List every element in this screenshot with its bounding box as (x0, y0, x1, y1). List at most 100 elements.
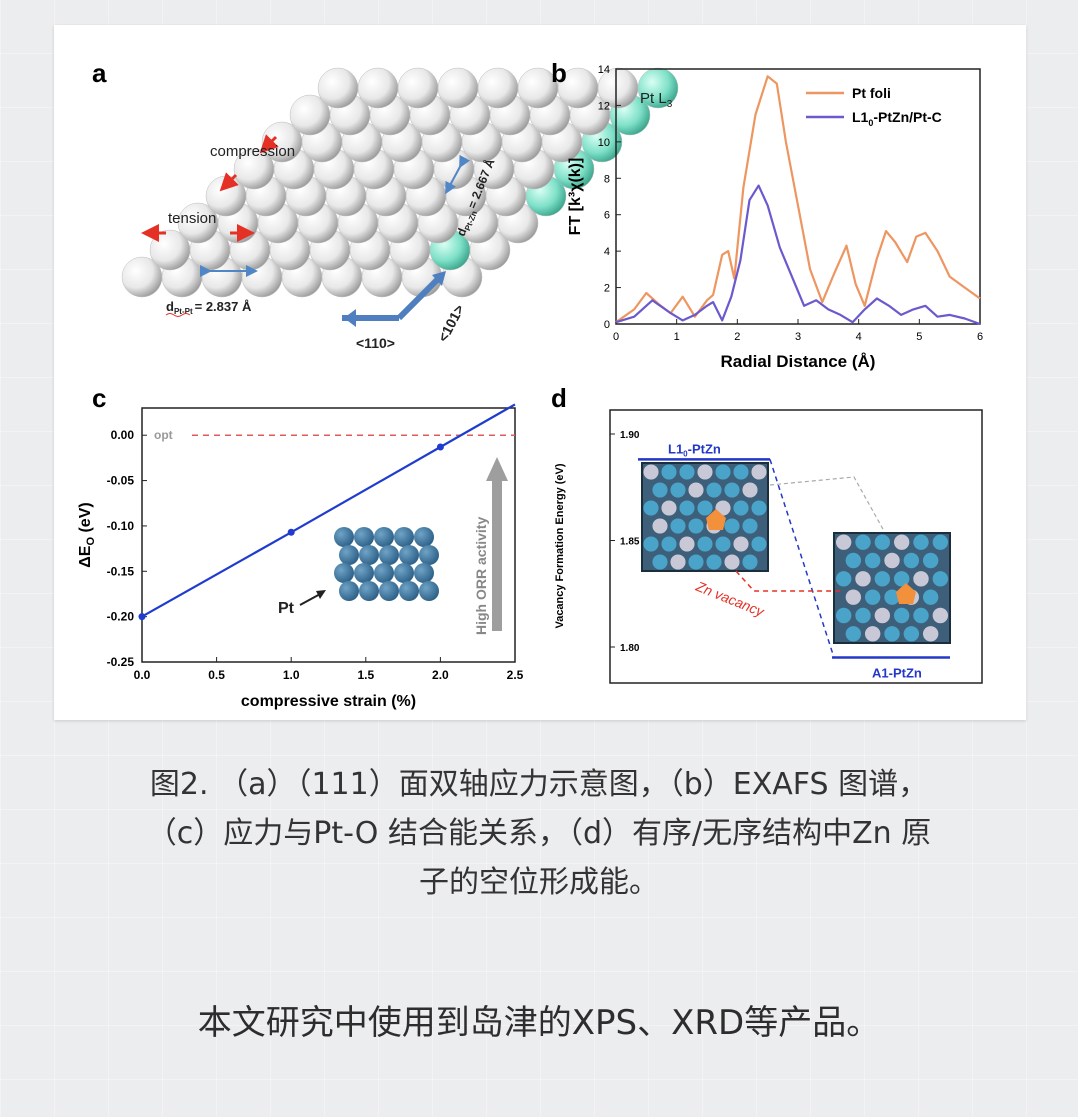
tension-label: tension (168, 210, 216, 227)
lattice-atom (688, 518, 704, 534)
lattice-atom (643, 464, 659, 480)
vacancy-marker (706, 509, 726, 530)
lattice-atom (715, 500, 731, 516)
lattice-atom (652, 518, 668, 534)
lattice-atom (715, 536, 731, 552)
orr-activity-arrowhead (486, 457, 508, 481)
pt-atom (394, 527, 414, 547)
x-axis-label: compressive strain (%) (241, 693, 416, 710)
lattice-atom (864, 552, 881, 569)
lattice-atom (697, 500, 713, 516)
footer-note: 本文研究中使用到岛津的XPS、XRD等产品。 (197, 1003, 881, 1043)
atom (437, 67, 479, 109)
direction-110-label: <110> (356, 335, 395, 351)
data-point (138, 613, 146, 621)
x-tick-label: 2 (734, 331, 740, 343)
pt-inset-label: Pt (278, 600, 295, 617)
pt-atom (359, 545, 379, 565)
pt-atom (414, 527, 434, 547)
series-line (615, 184, 981, 326)
panel-a-label: a (92, 58, 107, 88)
compression-label: compression (210, 143, 295, 160)
y-axis-label: Vacancy Formation Energy (eV) (554, 463, 566, 628)
y-tick-label: -0.20 (107, 610, 135, 624)
pt-atom (419, 545, 439, 565)
lattice-atom (884, 552, 900, 569)
lattice-atom (643, 536, 659, 552)
d-ptpt-label: dPt-Pt = 2.837 Å (166, 299, 252, 316)
caption-line-2: （c）应力与Pt-O 结合能关系，（d）有序/无序结构中Zn 原 (146, 816, 932, 851)
direction-101-arrow (396, 272, 445, 321)
lattice-atom (724, 482, 740, 498)
lattice-atom (724, 518, 740, 534)
lattice-atom (679, 464, 695, 480)
lattice-atom (932, 571, 949, 587)
lattice-atom (922, 626, 939, 642)
lattice-atom (661, 500, 677, 516)
lattice-atom (661, 536, 677, 552)
lattice-atom (742, 554, 758, 570)
lattice-atom (724, 554, 740, 570)
y-tick-label: 1.85 (620, 537, 640, 548)
orr-activity-label: High ORR activity (473, 517, 489, 635)
pt-atom (379, 581, 399, 601)
lattice-atom (864, 626, 881, 642)
atom (357, 67, 399, 109)
lattice-atom (679, 500, 695, 516)
y-tick-label: -0.05 (107, 474, 135, 488)
pt-atom (399, 545, 419, 565)
lattice-atom (733, 500, 749, 516)
pt-atom (339, 581, 359, 601)
lattice-atom (652, 482, 668, 498)
pt-atom (354, 563, 374, 583)
y-tick-label: -0.15 (107, 564, 135, 578)
x-tick-label: 0 (613, 331, 619, 343)
lattice-atom (715, 464, 731, 480)
lattice-atom (670, 554, 686, 570)
opt-label: opt (154, 428, 173, 442)
pt-atom (399, 581, 419, 601)
pt-atom (339, 545, 359, 565)
pt-atom (374, 563, 394, 583)
strain-plot-frame (141, 407, 516, 663)
lattice-atom (855, 607, 871, 624)
y-tick-label: 1.80 (620, 643, 640, 654)
y-tick-label: 2 (604, 283, 610, 295)
x-axis-label: Radial Distance (Å) (721, 352, 876, 371)
lattice-atom (884, 626, 900, 642)
lattice-atom (922, 552, 939, 569)
l10-lattice-image (641, 462, 769, 572)
series-line (615, 75, 981, 324)
zn-vacancy-label: Zn vacancy (693, 578, 767, 620)
lattice-atom (932, 534, 949, 550)
level-connector (769, 476, 885, 532)
pt-atom (419, 581, 439, 601)
atom-lattice (121, 67, 679, 298)
lattice-atom (874, 607, 891, 624)
lattice-atom (661, 464, 677, 480)
lattice-atom (835, 571, 852, 587)
figure-svg: a compression tension dPt-Pt = 2.837 Å dP… (77, 58, 983, 710)
pt-atom (359, 581, 379, 601)
x-tick-label: 1 (674, 331, 680, 343)
lattice-atom (742, 482, 758, 498)
underline-squiggle (165, 313, 191, 317)
y-tick-label: 6 (604, 210, 610, 222)
lattice-atom (697, 464, 713, 480)
legend-label: Pt foli (852, 85, 891, 101)
lattice-atom (670, 482, 686, 498)
y-tick-label: -0.10 (107, 519, 135, 533)
atom (397, 67, 439, 109)
strain-chart: Pt High ORR activity 0.0 0.5 1.0 1.5 2.0 2.5 0… (77, 403, 524, 710)
lattice-atom (864, 589, 881, 605)
y-tick-label: 12 (598, 100, 610, 112)
lattice-atom (874, 571, 891, 587)
x-tick-label: 6 (977, 331, 983, 343)
x-tick-label: 2.0 (432, 668, 449, 682)
lattice-frame (833, 532, 951, 644)
panel-b-label: b (551, 58, 567, 88)
x-tick-label: 2.5 (507, 668, 524, 682)
lattice-atom (893, 534, 910, 550)
y-tick-label: 0.00 (111, 428, 135, 442)
lattice-atom (688, 482, 704, 498)
